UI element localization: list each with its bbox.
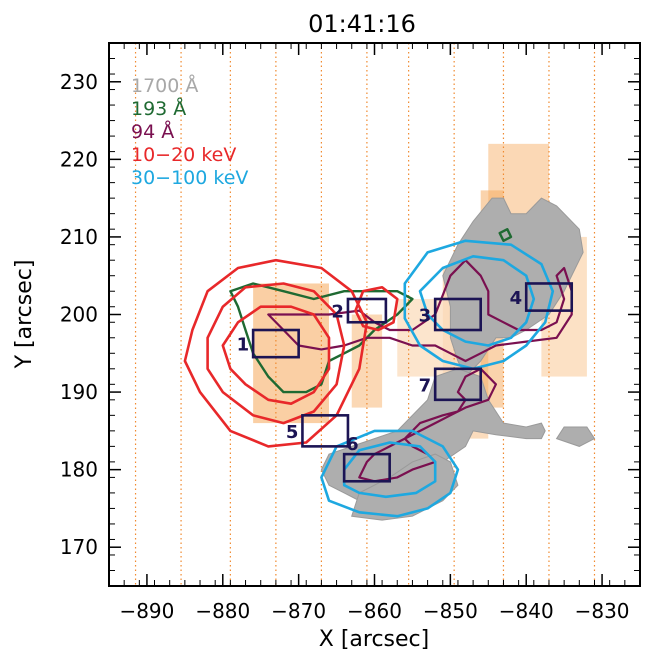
hxr_low-contour-3 xyxy=(183,258,369,448)
region-box-label-7: 7 xyxy=(419,375,432,396)
legend-entry-2: 193 Å xyxy=(131,97,186,120)
x-tick-label: −850 xyxy=(423,599,478,623)
x-tick-label: −890 xyxy=(119,599,174,623)
legend-entry-3: 94 Å xyxy=(131,120,174,143)
region-box-5 xyxy=(301,414,350,448)
region-box-label-5: 5 xyxy=(286,422,299,443)
hxr_high-contour-2 xyxy=(403,239,555,371)
hxr_high-contour-4 xyxy=(320,429,460,518)
region-box-2 xyxy=(346,297,388,324)
y-tick-label: 170 xyxy=(60,535,98,559)
y-tick-label: 180 xyxy=(60,458,98,482)
hxr_low-contour-1 xyxy=(221,305,331,405)
region-box-3 xyxy=(433,297,482,332)
region-box-label-2: 2 xyxy=(331,302,344,323)
region-box-6 xyxy=(342,452,391,483)
region-box-1 xyxy=(251,328,300,359)
x-tick-label: −880 xyxy=(195,599,250,623)
aia94-contour-2 xyxy=(358,367,497,483)
region-box-label-3: 3 xyxy=(419,306,432,327)
axis-ticks: −890 −880 −870 −860 −850 −840 −830 170 180 190 200… xyxy=(60,42,641,623)
legend-entry-1: 1700 Å xyxy=(131,74,198,97)
y-axis-title: Y [arcsec] xyxy=(12,260,37,370)
aia193-contour-2 xyxy=(498,228,513,242)
x-tick-label: −830 xyxy=(575,599,630,623)
x-axis-title: X [arcsec] xyxy=(319,627,429,652)
hxr_low-contour-4 xyxy=(354,286,399,332)
y-tick-label: 220 xyxy=(60,147,98,171)
y-tick-label: 210 xyxy=(60,225,98,249)
region-box-label-6: 6 xyxy=(346,434,359,455)
region-box-7 xyxy=(433,367,482,402)
x-tick-label: −860 xyxy=(347,599,402,623)
x-tick-label: −840 xyxy=(499,599,554,623)
y-tick-label: 190 xyxy=(60,380,98,404)
region-box-4 xyxy=(524,282,574,312)
x-tick-label: −870 xyxy=(271,599,326,623)
y-tick-label: 230 xyxy=(60,70,98,94)
map-patch-1 xyxy=(253,283,329,424)
y-tick-label: 200 xyxy=(60,303,98,327)
legend-entry-4: 10−20 keV xyxy=(131,144,236,166)
chart-title: 01:41:16 xyxy=(308,10,416,38)
region-boxes: 1 2 3 4 5 6 7 xyxy=(237,282,574,483)
region-box-label-4: 4 xyxy=(510,288,523,309)
hxr_high-contour-3 xyxy=(342,441,437,499)
aia1700-region-4 xyxy=(555,426,596,447)
legend-entry-5: 30−100 keV xyxy=(131,167,248,189)
contour-layer xyxy=(183,197,596,521)
aia193-contour-1 xyxy=(229,282,414,394)
region-box-label-1: 1 xyxy=(237,335,250,356)
hxr_low-contour-2 xyxy=(206,282,346,425)
